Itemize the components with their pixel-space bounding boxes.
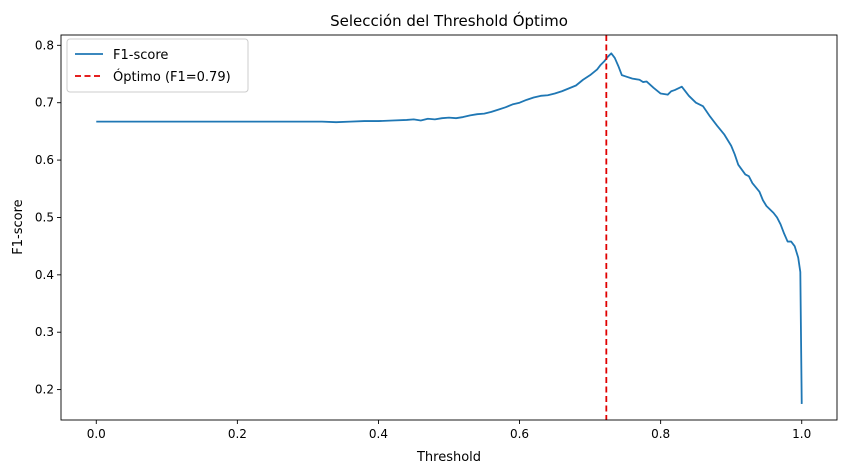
x-tick-label: 0.2 (228, 427, 247, 441)
y-tick-label: 0.8 (35, 38, 54, 52)
legend-label-optimal: Óptimo (F1=0.79) (113, 69, 231, 85)
x-tick-label: 0.4 (369, 427, 388, 441)
plot-background (61, 35, 837, 420)
y-tick-label: 0.3 (35, 325, 54, 339)
y-tick-label: 0.7 (35, 96, 54, 110)
legend: F1-score Óptimo (F1=0.79) (66, 38, 249, 93)
x-tick-label: 0.0 (87, 427, 106, 441)
plot-frame (60, 34, 838, 421)
series-layer (96, 35, 803, 420)
legend-label-f1-score: F1-score (113, 48, 168, 63)
x-axis: 0.0 0.2 0.4 0.6 0.8 1.0 (87, 420, 811, 441)
x-axis-label: Threshold (416, 450, 481, 465)
series-line-f1-score (96, 52, 803, 404)
y-tick-label: 0.6 (35, 153, 54, 167)
y-tick-label: 0.5 (35, 210, 54, 224)
y-tick-label: 0.2 (35, 383, 54, 397)
legend-box (66, 38, 249, 93)
x-tick-label: 0.6 (510, 427, 529, 441)
plot-area (61, 35, 837, 420)
y-axis: 0.2 0.3 0.4 0.5 0.6 0.7 0.8 (35, 38, 61, 397)
y-tick-label: 0.4 (35, 268, 54, 282)
y-axis-label: F1-score (11, 199, 26, 254)
chart-title: Selección del Threshold Óptimo (330, 11, 568, 30)
x-tick-label: 0.8 (651, 427, 670, 441)
x-tick-label: 1.0 (792, 427, 811, 441)
